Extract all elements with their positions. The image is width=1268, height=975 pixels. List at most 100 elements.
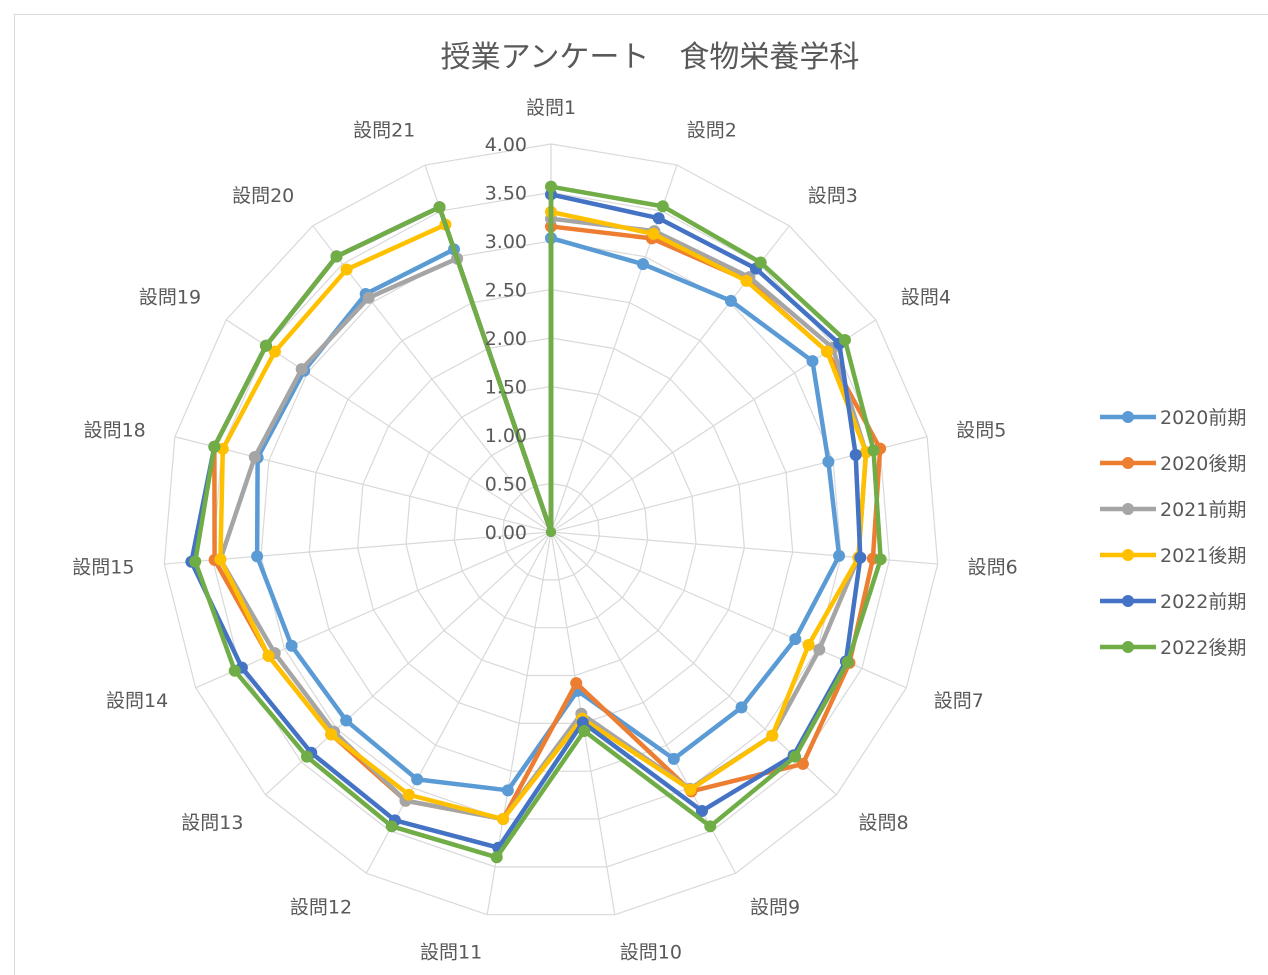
- data-point: [546, 527, 556, 537]
- data-point: [789, 750, 802, 763]
- grid-spoke: [550, 531, 737, 874]
- category-label: 設問21: [353, 120, 415, 142]
- data-point: [838, 333, 851, 346]
- category-label: 設問14: [106, 690, 168, 712]
- tick-label: 0.00: [485, 522, 527, 544]
- data-point: [766, 729, 779, 742]
- data-point: [411, 773, 424, 786]
- data-point: [300, 750, 313, 763]
- tick-label: 1.50: [485, 377, 527, 399]
- category-label: 設問7: [934, 690, 984, 712]
- grid-spoke: [174, 436, 552, 533]
- data-point: [656, 200, 669, 213]
- data-point: [248, 450, 261, 463]
- data-point: [259, 339, 272, 352]
- data-point: [874, 553, 887, 566]
- legend-item: 2022後期: [1100, 637, 1246, 659]
- data-point: [802, 638, 815, 651]
- series-2020前期: [251, 232, 846, 797]
- data-point: [647, 227, 660, 240]
- data-point: [796, 757, 809, 770]
- data-point: [228, 664, 241, 677]
- data-point: [636, 258, 649, 271]
- tick-label: 0.50: [485, 474, 527, 496]
- grid-ring: [357, 337, 745, 724]
- series-lines: [185, 180, 887, 864]
- data-point: [325, 728, 338, 741]
- legend-label: 2021後期: [1160, 545, 1246, 567]
- grid-ring: [260, 240, 842, 820]
- data-point: [813, 643, 826, 656]
- grid-ring: [405, 385, 697, 677]
- grid-spoke: [312, 225, 552, 533]
- category-label: 設問6: [968, 557, 1018, 579]
- tick-labels: 0.00 0.50 1.00 1.50 2.00 2.50 3.00 3.50 4.00: [485, 134, 527, 544]
- data-point: [214, 553, 227, 566]
- legend-item: 2021後期: [1100, 545, 1246, 567]
- series-line: [218, 216, 869, 822]
- grid-spoke: [195, 531, 552, 689]
- data-point: [854, 551, 867, 564]
- grid-ring: [453, 434, 649, 629]
- data-point: [501, 784, 514, 797]
- category-label: 設問15: [72, 557, 134, 579]
- data-point: [340, 263, 353, 276]
- data-point: [754, 256, 767, 269]
- legend-marker: [1122, 595, 1134, 607]
- data-point: [578, 725, 591, 738]
- category-label: 設問20: [232, 185, 294, 207]
- data-point: [667, 752, 680, 765]
- category-label: 設問5: [956, 419, 1006, 441]
- category-label: 設問10: [620, 941, 682, 963]
- data-point: [340, 714, 353, 727]
- legend-item: 2020前期: [1100, 407, 1246, 429]
- data-point: [262, 649, 275, 662]
- grid-ring: [163, 143, 939, 916]
- category-labels: 設問1 設問2 設問3 設問4 設問5 設問6 設問7 設問8 設問9 設問10 設問11 設問12 設…: [72, 97, 1017, 963]
- data-point: [806, 355, 819, 368]
- data-point: [704, 820, 717, 833]
- category-label: 設問8: [859, 812, 909, 834]
- category-label: 設問19: [139, 286, 201, 308]
- data-point: [833, 549, 846, 562]
- data-point: [497, 813, 510, 826]
- category-label: 設問11: [420, 941, 482, 963]
- data-point: [570, 677, 583, 690]
- legend-marker: [1122, 457, 1134, 469]
- data-point: [385, 820, 398, 833]
- grid-spoke: [164, 531, 552, 565]
- legend-item: 2020後期: [1100, 453, 1246, 475]
- category-label: 設問1: [526, 97, 576, 119]
- grid-spoke: [550, 531, 837, 796]
- chart-area: [14, 14, 1268, 975]
- data-point: [490, 851, 503, 864]
- series-line: [212, 204, 883, 822]
- legend-marker: [1122, 641, 1134, 653]
- data-point: [789, 633, 802, 646]
- category-label: 設問2: [687, 120, 737, 142]
- category-label: 設問13: [181, 812, 243, 834]
- data-point: [433, 201, 446, 214]
- legend-label: 2020前期: [1160, 407, 1246, 429]
- category-label: 設問3: [808, 185, 858, 207]
- data-point: [821, 345, 834, 358]
- data-point: [867, 444, 880, 457]
- data-point: [545, 180, 557, 193]
- data-point: [724, 294, 737, 307]
- data-point: [652, 212, 665, 225]
- category-label: 設問12: [290, 897, 352, 919]
- chart-title: 授業アンケート 食物栄養学科: [441, 40, 860, 75]
- grid-ring: [502, 482, 600, 581]
- data-point: [841, 656, 854, 669]
- grid-spoke: [550, 319, 877, 533]
- data-point: [740, 274, 753, 287]
- tick-label: 3.50: [485, 183, 527, 205]
- data-point: [295, 363, 308, 376]
- data-point: [695, 804, 708, 817]
- data-point: [362, 291, 375, 304]
- data-point: [251, 550, 264, 563]
- category-label: 設問18: [84, 419, 146, 441]
- data-point: [735, 701, 748, 714]
- legend-marker: [1122, 503, 1134, 515]
